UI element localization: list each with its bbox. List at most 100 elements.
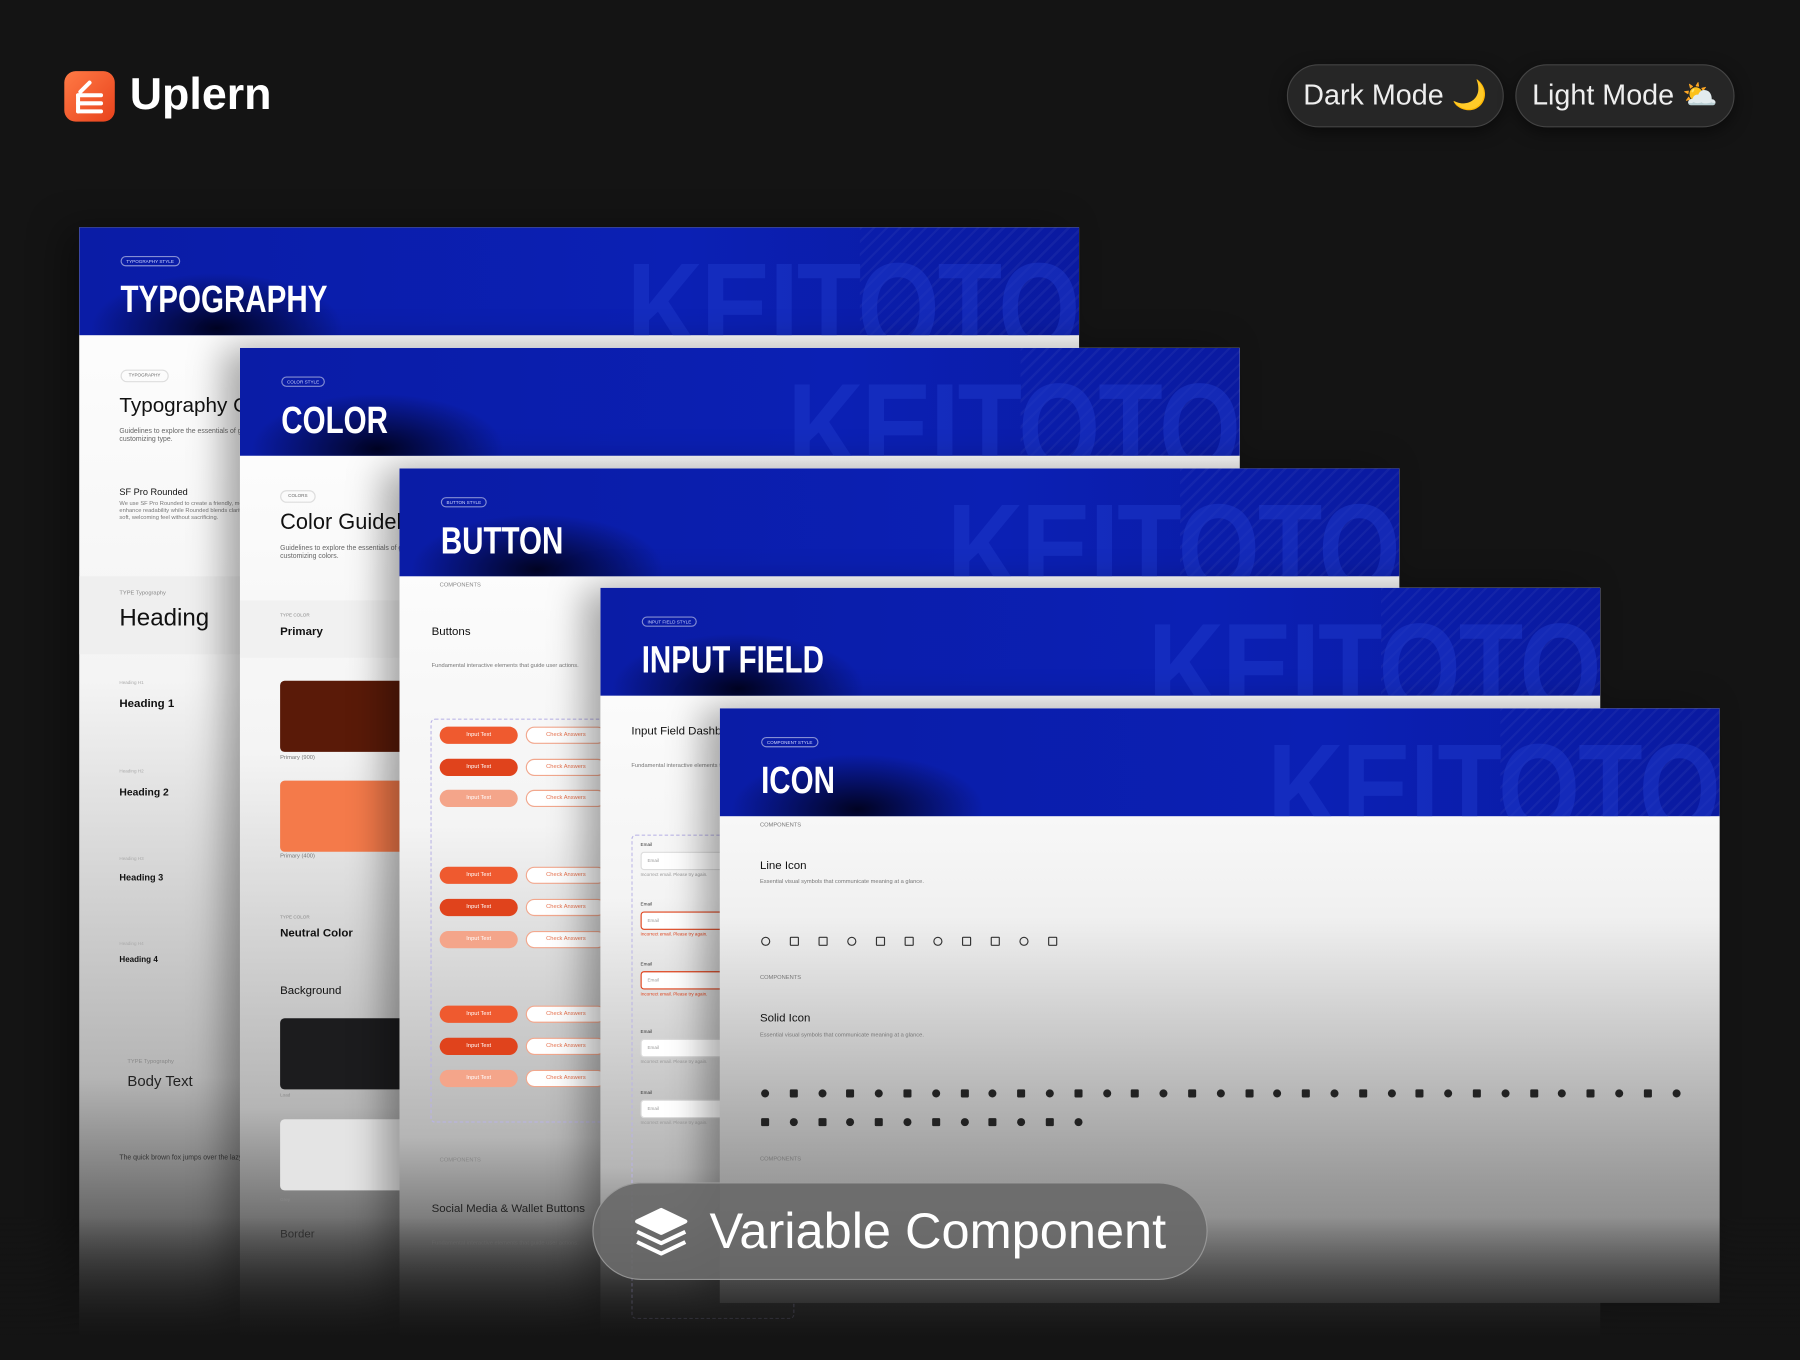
solid-icon xyxy=(1045,1118,1054,1127)
primary-button: Input Text xyxy=(439,1037,518,1055)
text: COMPONENTS xyxy=(759,821,802,829)
primary-button: Input Text xyxy=(439,726,518,744)
text: COMPONENTS xyxy=(759,974,802,982)
solid-icon xyxy=(1131,1089,1140,1098)
text: Fundamental interactive elements that gu… xyxy=(631,762,779,770)
solid-icon xyxy=(789,1089,798,1098)
badge: Variable Component xyxy=(592,1182,1208,1280)
line-icon xyxy=(961,936,972,946)
solid-icon xyxy=(1586,1089,1595,1098)
banner-tag: BUTTON STYLE xyxy=(440,497,487,508)
solid-icon xyxy=(931,1118,940,1127)
banner: KEITOTO BUTTON STYLE BUTTON xyxy=(399,468,1400,577)
text: Heading H4 xyxy=(119,940,144,946)
solid-icon xyxy=(874,1089,883,1098)
solid-icon xyxy=(789,1118,798,1127)
text: Primary (900) xyxy=(280,754,315,762)
text: TYPE Typography xyxy=(119,590,166,597)
layers-icon xyxy=(635,1207,688,1256)
text: COMPONENTS xyxy=(439,1157,481,1165)
text: Incorrect email. Please try again. xyxy=(640,1119,708,1125)
text: Buttons xyxy=(431,625,471,639)
solid-icon xyxy=(988,1089,997,1098)
text: Incorrect email. Please try again. xyxy=(640,930,708,937)
solid-icon xyxy=(1330,1089,1339,1098)
line-icon xyxy=(761,936,771,946)
banner-title: BUTTON xyxy=(440,518,564,562)
solid-icon xyxy=(903,1118,912,1127)
solid-icon xyxy=(1672,1089,1681,1098)
text: Heading 1 xyxy=(119,697,175,711)
primary-button: Input Text xyxy=(439,930,518,949)
banner-tag: COMPONENT STYLE xyxy=(761,736,819,748)
watermark: KEITOTO xyxy=(947,477,1399,577)
text: Incorrect email. Please try again. xyxy=(640,871,708,878)
solid-icon xyxy=(1444,1089,1453,1098)
solid-icon xyxy=(1273,1089,1282,1098)
text: Heading 3 xyxy=(119,872,164,883)
text: TYPE COLOR xyxy=(280,611,310,618)
primary-button: Input Text xyxy=(439,758,518,777)
banner: KEITOTO TYPOGRAPHY STYLE TYPOGRAPHY xyxy=(79,227,1080,336)
solid-icon xyxy=(1529,1089,1538,1098)
secondary-button: Check Answers xyxy=(525,1005,607,1023)
text: We use SF Pro Rounded to create a friend… xyxy=(119,500,338,522)
solid-icon xyxy=(1558,1089,1567,1098)
logo-icon xyxy=(76,80,104,114)
text: Load xyxy=(280,1091,291,1098)
banner-title: ICON xyxy=(761,758,835,802)
solid-icon xyxy=(761,1089,770,1098)
text: Primary (400) xyxy=(280,852,315,860)
solid-icon xyxy=(1643,1089,1652,1098)
text: Body Text xyxy=(127,1072,193,1090)
solid-icon xyxy=(903,1089,912,1098)
text: Email xyxy=(640,1028,653,1035)
logo xyxy=(64,71,115,122)
solid-icon xyxy=(818,1118,827,1127)
solid-icon xyxy=(1302,1089,1311,1098)
solid-icon xyxy=(988,1118,997,1127)
dark-mode-button[interactable]: Dark Mode 🌙 xyxy=(1286,64,1504,128)
secondary-button: Check Answers xyxy=(525,866,607,884)
secondary-button: Check Answers xyxy=(525,726,607,744)
banner-title: TYPOGRAPHY xyxy=(120,277,328,321)
text: Essential visual symbols that communicat… xyxy=(759,1032,924,1039)
text: Email xyxy=(640,1089,653,1096)
text: Essential visual symbols that communicat… xyxy=(759,878,924,886)
text: Email xyxy=(640,960,653,967)
light-mode-button[interactable]: Light Mode ⛅ xyxy=(1515,64,1735,128)
solid-icon xyxy=(1387,1089,1396,1098)
line-icon xyxy=(933,936,943,946)
text: Heading xyxy=(119,604,210,632)
brand: Uplern xyxy=(129,70,272,120)
solid-icon xyxy=(1501,1089,1510,1098)
solid-icon xyxy=(1102,1089,1111,1098)
solid-icon xyxy=(846,1118,855,1127)
text: TYPE COLOR xyxy=(280,913,310,920)
text: TYPOGRAPHY xyxy=(120,369,169,383)
watermark: KEITOTO xyxy=(626,236,1079,336)
banner-title: COLOR xyxy=(281,398,388,441)
text: Incorrect email. Please try again. xyxy=(640,990,708,997)
text: Guidelines to explore the essentials of … xyxy=(280,545,473,561)
secondary-button: Check Answers xyxy=(525,1069,607,1088)
text: Input Field Dashboard xyxy=(631,725,745,739)
text: Guidelines to explore the essentials of … xyxy=(119,428,312,444)
solid-icon xyxy=(1045,1089,1054,1098)
solid-icon xyxy=(1159,1089,1168,1098)
text: Solid Icon xyxy=(759,1012,811,1026)
solid-icon xyxy=(1615,1089,1624,1098)
solid-icon xyxy=(960,1118,969,1127)
text: Primary xyxy=(280,625,323,639)
watermark: KEITOTO xyxy=(787,357,1240,456)
line-icon xyxy=(818,936,828,946)
solid-icon xyxy=(1415,1089,1424,1098)
banner-tag: INPUT FIELD STYLE xyxy=(641,616,698,627)
solid-icon xyxy=(931,1089,940,1098)
text: Heading 4 xyxy=(119,956,158,965)
solid-icon xyxy=(818,1089,827,1098)
line-icon xyxy=(1048,936,1058,946)
text: Grey xyxy=(280,1196,291,1202)
banner: KEITOTO COMPONENT STYLE ICON xyxy=(719,708,1720,817)
